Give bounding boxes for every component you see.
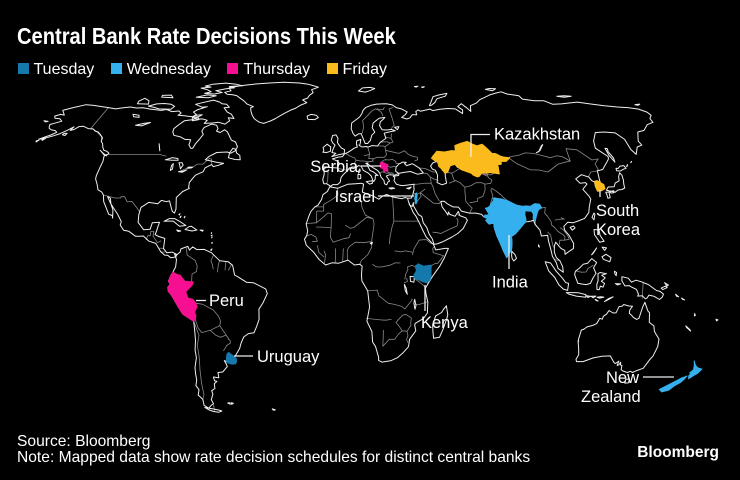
svg-text:New: New [606, 369, 639, 387]
svg-text:India: India [492, 274, 529, 292]
svg-text:Peru: Peru [209, 292, 244, 310]
svg-text:Israel: Israel [335, 188, 375, 206]
svg-text:South: South [596, 202, 639, 220]
svg-text:Kazakhstan: Kazakhstan [494, 126, 580, 144]
svg-text:Korea: Korea [596, 221, 641, 239]
svg-text:Zealand: Zealand [581, 388, 641, 406]
svg-text:Serbia: Serbia [310, 158, 359, 176]
svg-text:Uruguay: Uruguay [257, 348, 320, 366]
svg-text:Kenya: Kenya [421, 314, 469, 332]
